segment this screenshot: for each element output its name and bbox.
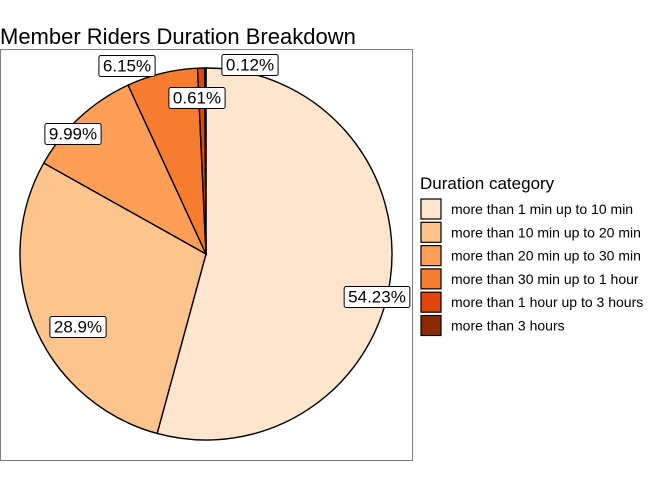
pie-slices	[19, 67, 393, 441]
pie-slice-labels: 54.23% 28.9% 9.99% 6.15% 0.61% 0.12%	[44, 54, 411, 338]
legend-item: more than 3 hours	[420, 314, 565, 337]
legend-label: more than 20 min up to 30 min	[451, 248, 641, 264]
slice-label: 0.61%	[168, 87, 226, 109]
legend: Duration category more than 1 min up to …	[420, 174, 643, 337]
slice-label-text: 9.99%	[49, 125, 97, 144]
legend-label: more than 3 hours	[451, 318, 565, 334]
slice-label: 28.9%	[49, 316, 107, 338]
legend-key	[420, 245, 442, 267]
chart-title: Member Riders Duration Breakdown	[0, 24, 356, 49]
legend-label: more than 30 min up to 1 hour	[451, 271, 639, 287]
slice-label: 0.12%	[221, 54, 279, 76]
slice-label-text: 0.61%	[173, 89, 221, 108]
legend-item: more than 1 min up to 10 min	[420, 198, 633, 220]
legend-item: more than 10 min up to 20 min	[420, 221, 641, 243]
slice-label-text: 6.15%	[103, 57, 151, 76]
legend-title: Duration category	[420, 174, 555, 193]
legend-key	[420, 268, 442, 290]
legend-key	[420, 291, 442, 313]
slice-label-box	[221, 54, 279, 76]
slice-label: 6.15%	[98, 55, 156, 77]
pie-slice	[156, 67, 393, 441]
legend-item: more than 1 hour up to 3 hours	[420, 291, 643, 313]
pie-slice	[203, 67, 207, 255]
slice-label: 9.99%	[44, 123, 102, 145]
legend-key	[420, 198, 442, 220]
legend-items: more than 1 min up to 10 min more than 10…	[420, 198, 643, 337]
legend-key	[420, 314, 442, 337]
slice-label-box	[168, 87, 226, 109]
slice-label-box	[49, 316, 107, 338]
slice-label-box	[343, 286, 411, 308]
pie-slice	[19, 162, 207, 435]
slice-label-text: 28.9%	[54, 318, 102, 337]
slice-label: 54.23%	[343, 286, 411, 308]
slice-label-box	[44, 123, 102, 145]
legend-item: more than 20 min up to 30 min	[420, 245, 641, 267]
legend-label: more than 10 min up to 20 min	[451, 224, 641, 240]
legend-key	[420, 221, 442, 243]
slice-label-text: 54.23%	[348, 288, 406, 307]
plot-panel-border	[0, 49, 413, 461]
slice-label-box	[98, 55, 156, 77]
legend-item: more than 30 min up to 1 hour	[420, 268, 639, 290]
legend-label: more than 1 min up to 10 min	[451, 201, 633, 217]
legend-label: more than 1 hour up to 3 hours	[451, 294, 643, 310]
slice-label-text: 0.12%	[226, 56, 274, 75]
